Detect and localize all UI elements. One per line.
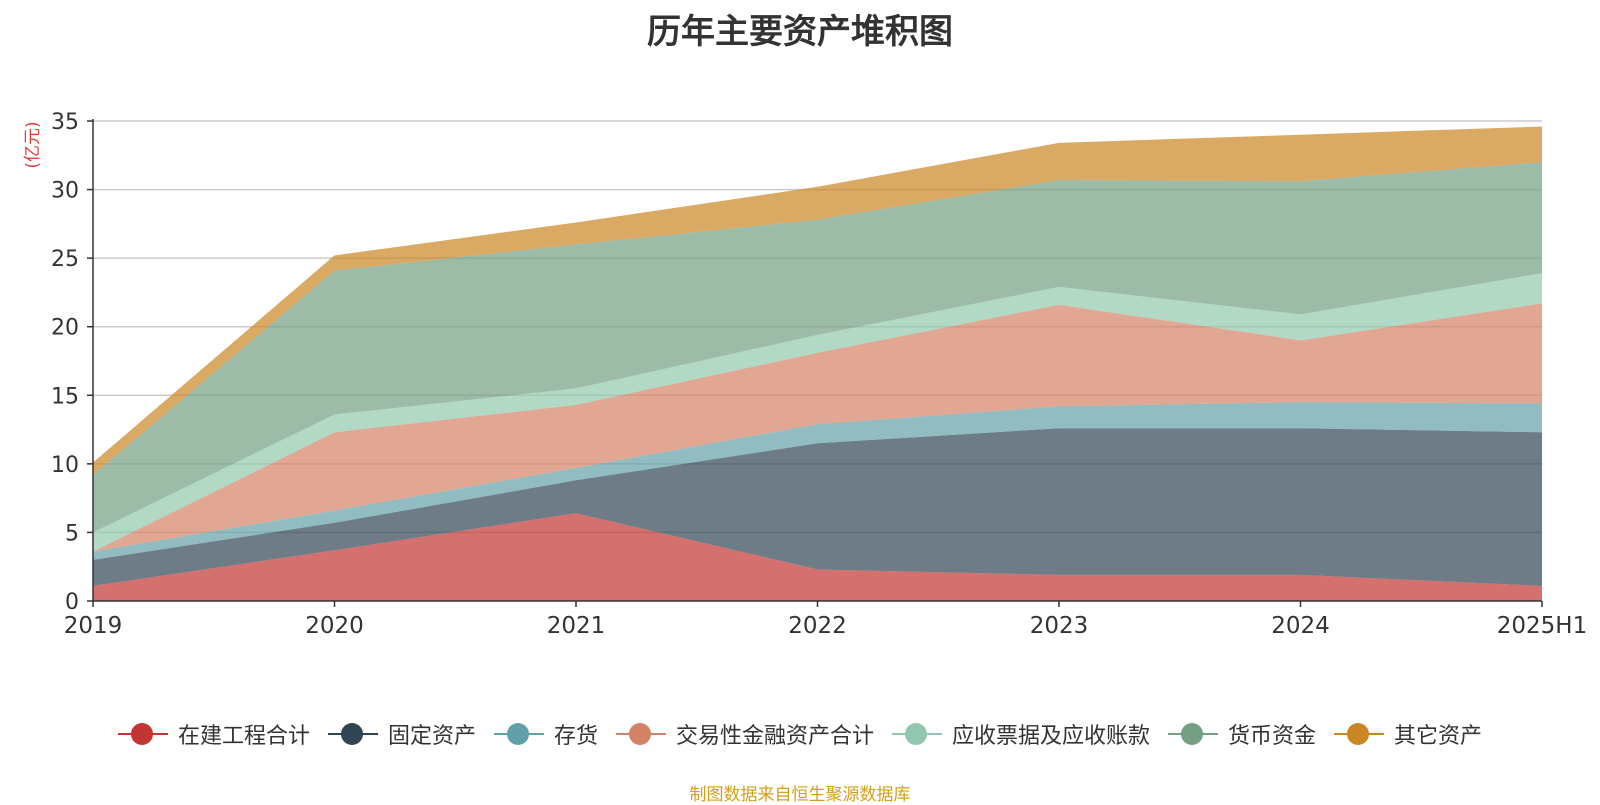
x-tick-label: 2020 bbox=[305, 613, 364, 639]
legend-label: 存货 bbox=[553, 724, 598, 749]
x-tick-label: 2023 bbox=[1030, 613, 1089, 639]
legend-marker-icon bbox=[892, 722, 942, 746]
x-tick-label: 2019 bbox=[64, 613, 123, 639]
legend-item-7[interactable]: 其它资产 bbox=[1334, 718, 1482, 750]
y-tick-label: 25 bbox=[51, 247, 79, 272]
legend-marker-icon bbox=[1334, 722, 1385, 746]
legend-marker-icon bbox=[493, 722, 544, 746]
legend-marker-icon bbox=[327, 722, 378, 746]
legend-item-6[interactable]: 货币资金 bbox=[1168, 718, 1316, 750]
y-tick-label: 30 bbox=[51, 179, 79, 204]
legend-label: 货币资金 bbox=[1228, 724, 1317, 749]
y-tick-label: 20 bbox=[51, 316, 79, 341]
area-series-6[interactable] bbox=[93, 162, 1542, 533]
x-tick-label: 2022 bbox=[788, 613, 847, 639]
area-series-5[interactable] bbox=[93, 273, 1542, 552]
y-tick-label: 0 bbox=[65, 590, 79, 615]
area-series-3[interactable] bbox=[93, 402, 1542, 560]
legend-item-1[interactable]: 在建工程合计 bbox=[117, 718, 310, 750]
area-series-7[interactable] bbox=[93, 126, 1542, 475]
y-tick-label: 15 bbox=[51, 384, 79, 409]
y-tick-label: 5 bbox=[65, 521, 79, 546]
y-axis-label: (亿元) bbox=[23, 121, 43, 168]
legend-item-4[interactable]: 交易性金融资产合计 bbox=[615, 718, 874, 750]
legend-marker-icon bbox=[1168, 722, 1219, 746]
legend-label: 在建工程合计 bbox=[177, 724, 310, 749]
legend-label: 交易性金融资产合计 bbox=[675, 724, 874, 749]
source-note: 制图数据来自恒生聚源数据库 bbox=[689, 785, 911, 805]
x-tick-label: 2021 bbox=[547, 613, 606, 639]
legend-item-5[interactable]: 应收票据及应收账款 bbox=[892, 718, 1150, 750]
area-series-1[interactable] bbox=[93, 513, 1542, 601]
legend-label: 应收票据及应收账款 bbox=[952, 724, 1151, 749]
chart-legend: 在建工程合计 固定资产 存货 交易性金融资产合计 应收票据及应收账款 货币资金 其它资产 bbox=[0, 718, 1600, 750]
y-tick-label: 10 bbox=[51, 453, 79, 478]
legend-marker-icon bbox=[615, 722, 666, 746]
y-tick-label: 35 bbox=[51, 110, 79, 135]
area-series-4[interactable] bbox=[93, 303, 1542, 552]
legend-label: 固定资产 bbox=[387, 724, 476, 749]
chart-title: 历年主要资产堆积图 bbox=[647, 12, 953, 52]
legend-marker-icon bbox=[117, 722, 168, 746]
x-tick-label: 2024 bbox=[1271, 613, 1330, 639]
legend-item-2[interactable]: 固定资产 bbox=[327, 718, 476, 750]
legend-label: 其它资产 bbox=[1394, 724, 1483, 749]
legend-item-3[interactable]: 存货 bbox=[493, 718, 598, 750]
x-tick-label: 2025H1 bbox=[1497, 613, 1587, 639]
area-series-2[interactable] bbox=[93, 428, 1542, 586]
